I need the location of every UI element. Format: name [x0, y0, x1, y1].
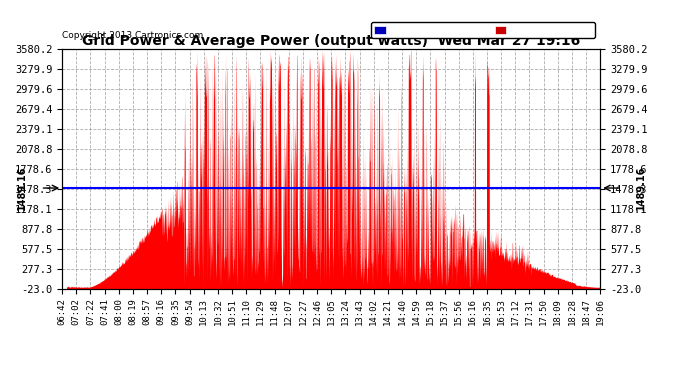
Legend: Average  (AC Watts), Grid  (AC Watts): Average (AC Watts), Grid (AC Watts) [371, 22, 595, 38]
Text: 1489.16: 1489.16 [635, 166, 646, 210]
Text: Copyright 2013 Cartronics.com: Copyright 2013 Cartronics.com [62, 32, 204, 40]
Title: Grid Power & Average Power (output watts)  Wed Mar 27 19:16: Grid Power & Average Power (output watts… [82, 34, 580, 48]
Text: 1489.16: 1489.16 [17, 166, 27, 210]
